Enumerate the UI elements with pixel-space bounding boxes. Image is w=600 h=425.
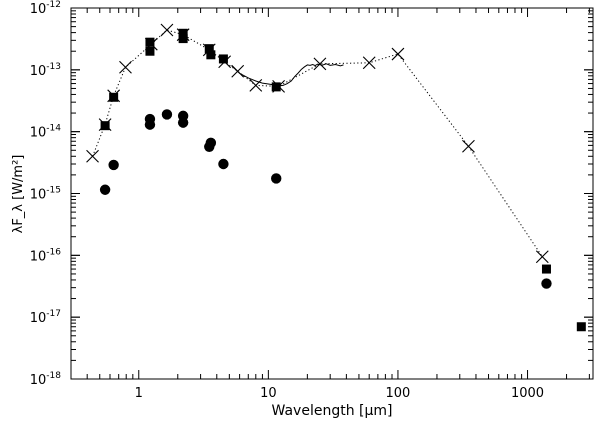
circle-marker — [541, 278, 552, 289]
square-marker — [204, 44, 214, 54]
y-tick-label: 10-17 — [30, 309, 61, 326]
square-marker — [100, 121, 110, 131]
spectrum-line — [231, 63, 344, 87]
circle-marker — [205, 137, 217, 149]
x-tick-label: 1 — [135, 386, 143, 401]
x-tick-label: 100 — [386, 386, 411, 401]
square-marker — [541, 264, 551, 274]
y-tick-label: 10-13 — [30, 62, 61, 79]
y-axis-ticks: 10-18 10-17 10-16 10-15 10-14 10-13 10-12 — [30, 0, 593, 388]
circle-marker — [108, 159, 119, 171]
y-tick-label: 10-14 — [30, 124, 62, 141]
cross-marker — [313, 57, 327, 71]
cross-marker — [462, 139, 475, 153]
curves-layer — [92, 29, 543, 257]
y-tick-label: 10-18 — [30, 371, 62, 388]
circle-marker — [161, 109, 173, 120]
y-tick-label: 10-12 — [30, 0, 61, 17]
square-marker — [218, 54, 228, 64]
circle-marker — [271, 173, 282, 184]
square-marker — [576, 322, 586, 332]
x-tick-label: 1000 — [511, 386, 544, 401]
cross-marker — [231, 64, 245, 78]
cross-marker — [119, 60, 132, 74]
cross-marker — [160, 23, 174, 37]
circle-marker — [99, 184, 111, 195]
square-marker — [178, 34, 188, 44]
plot-frame — [70, 7, 594, 380]
square-marker — [109, 92, 119, 102]
x-tick-label: 10 — [260, 386, 277, 401]
y-tick-label: 10-16 — [30, 247, 62, 264]
cross-marker — [535, 250, 549, 264]
square-marker — [271, 82, 281, 92]
x-axis-ticks: 1 10 100 1000 — [70, 8, 590, 401]
y-tick-label: 10-15 — [30, 186, 61, 203]
cross-marker — [86, 149, 99, 163]
circle-marker — [218, 158, 229, 170]
cross-marker — [249, 79, 263, 92]
square-marker — [178, 28, 188, 38]
square-marker — [145, 46, 155, 56]
cross-marker — [391, 47, 405, 61]
y-axis-label: λF_λ [W/m²] — [11, 155, 26, 234]
cross-marker — [362, 56, 376, 70]
x-axis-label: Wavelength [μm] — [272, 403, 393, 419]
circle-marker — [177, 117, 189, 128]
sed-dotted-line — [92, 29, 543, 257]
square-marker — [145, 37, 155, 47]
circle-marker — [144, 119, 156, 130]
markers-layer — [86, 23, 586, 332]
square-marker — [206, 50, 216, 60]
